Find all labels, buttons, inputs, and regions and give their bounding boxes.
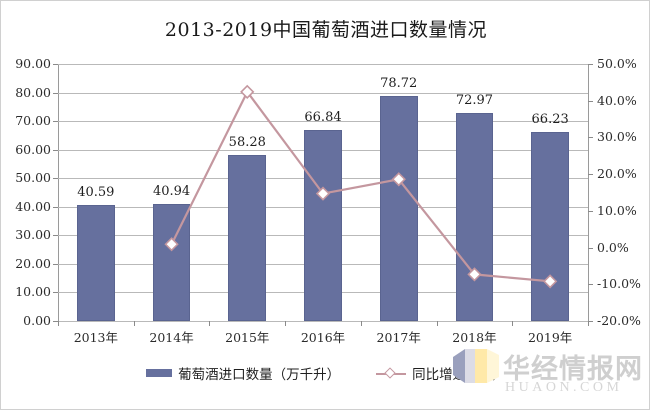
y-axis-right-tick: [588, 284, 593, 285]
legend-bar-swatch-icon: [146, 369, 173, 377]
x-axis-label: 2015年: [225, 330, 270, 345]
y-axis-left-tick: [53, 178, 58, 179]
x-axis-label: 2018年: [452, 330, 497, 345]
bar[interactable]: [76, 205, 115, 321]
y-axis-right-tick: [588, 174, 593, 175]
legend-line-swatch-icon: [376, 367, 407, 379]
y-axis-left-tick: [53, 321, 58, 322]
y-axis-right-tick: [588, 137, 593, 138]
bar-value-label: 58.28: [228, 134, 266, 150]
x-axis-label: 2013年: [73, 330, 118, 345]
y-axis-right-line: [588, 64, 589, 322]
y-axis-right-label: 40.0%: [597, 93, 637, 108]
y-axis-left-label: 0.00: [23, 313, 51, 328]
x-axis-label: 2017年: [376, 330, 421, 345]
legend-line-label: 同比增速（%）: [412, 367, 506, 383]
gridline: [58, 64, 588, 65]
bar-value-label: 40.59: [77, 185, 115, 201]
legend-bar-label: 葡萄酒进口数量（万千升）: [178, 367, 341, 383]
gridline: [58, 321, 588, 322]
bar-value-label: 78.72: [380, 76, 418, 92]
legend-item-line[interactable]: 同比增速（%）: [376, 363, 506, 383]
y-axis-left-line: [58, 64, 59, 322]
y-axis-left-tick: [53, 150, 58, 151]
chart-title: 2013-2019中国葡萄酒进口数量情况: [164, 19, 488, 41]
x-axis-tick: [133, 321, 135, 326]
x-axis-tick: [209, 321, 211, 326]
legend-diamond-marker-icon: [384, 367, 396, 379]
bar-value-label: 72.97: [455, 92, 494, 108]
y-axis-left-label: 90.00: [15, 56, 51, 71]
y-axis-right-label: -10.0%: [597, 276, 641, 291]
y-axis-right-tick: [588, 101, 593, 102]
y-axis-right-label: 30.0%: [597, 129, 637, 144]
y-axis-right-label: 50.0%: [597, 56, 637, 71]
y-axis-left-label: 30.00: [15, 227, 51, 242]
y-axis-left-label: 40.00: [15, 199, 51, 214]
y-axis-right-tick: [588, 64, 593, 65]
bar[interactable]: [531, 131, 570, 321]
x-axis-label: 2019年: [527, 330, 573, 345]
y-axis-left-tick: [53, 207, 58, 208]
x-axis-tick: [285, 321, 287, 326]
y-axis-right-tick: [588, 248, 593, 249]
y-axis-left-tick: [53, 121, 58, 122]
y-axis-left-label: 10.00: [15, 284, 51, 299]
bar[interactable]: [228, 154, 267, 321]
bar[interactable]: [379, 96, 418, 321]
y-axis-left-tick: [53, 64, 58, 65]
y-axis-left-tick: [53, 235, 58, 236]
x-axis-tick: [512, 321, 514, 326]
bar-value-label: 66.23: [531, 111, 569, 127]
chart-legend: 葡萄酒进口数量（万千升） 同比增速（%）: [1, 363, 649, 383]
y-axis-left-label: 20.00: [15, 256, 51, 271]
x-axis-label: 2016年: [300, 330, 346, 345]
bar-value-label: 66.84: [304, 110, 342, 126]
bar[interactable]: [455, 112, 494, 321]
y-axis-left-label: 70.00: [15, 113, 51, 128]
y-axis-right-tick: [588, 211, 593, 212]
y-axis-right-tick: [588, 321, 593, 322]
y-axis-left-tick: [53, 264, 58, 265]
y-axis-left-label: 80.00: [15, 85, 51, 100]
y-axis-right-label: 10.0%: [597, 203, 637, 218]
y-axis-left-label: 60.00: [15, 142, 51, 157]
y-axis-right-label: 20.0%: [597, 166, 637, 181]
y-axis-left-label: 50.00: [15, 170, 51, 185]
bar[interactable]: [152, 204, 191, 321]
x-axis-label: 2014年: [149, 330, 194, 345]
y-axis-left-tick: [53, 93, 58, 94]
x-axis-tick: [360, 321, 362, 326]
x-axis-tick: [58, 321, 59, 326]
y-axis-right-label: 0.0%: [597, 240, 629, 255]
bar-value-label: 40.94: [152, 184, 191, 200]
x-axis-tick: [436, 321, 438, 326]
y-axis-right-label: -20.0%: [597, 313, 641, 328]
x-axis-tick: [588, 321, 589, 326]
y-axis-left-tick: [53, 292, 58, 293]
bar[interactable]: [304, 130, 342, 321]
legend-item-bar[interactable]: 葡萄酒进口数量（万千升）: [146, 363, 340, 383]
